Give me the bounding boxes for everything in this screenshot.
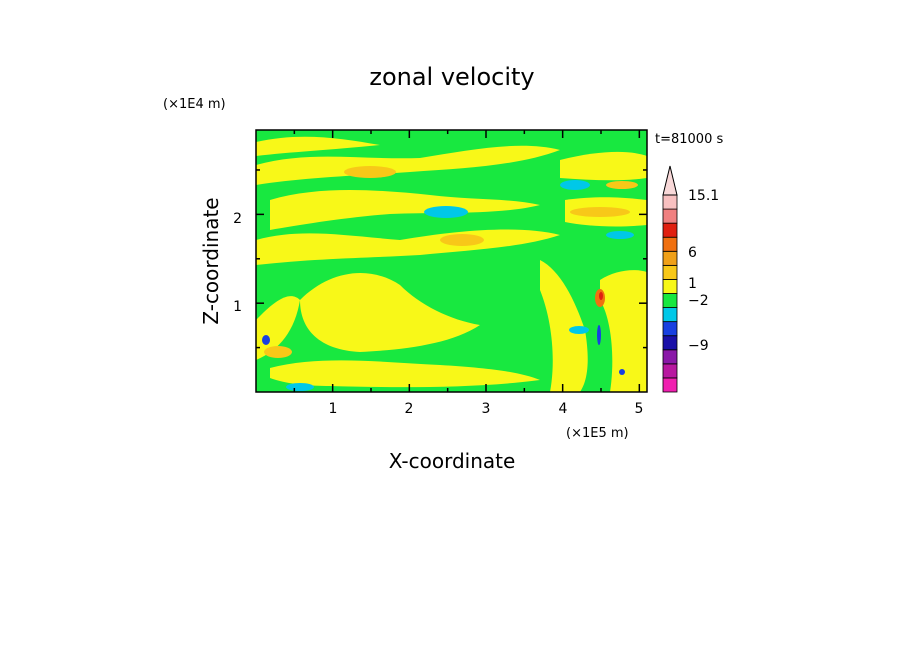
colorbar-swatch — [662, 208, 678, 224]
contour-band — [600, 270, 647, 392]
contour-band — [569, 326, 589, 334]
x-tick-label: 3 — [482, 401, 491, 417]
colorbar-swatch — [662, 363, 678, 379]
contour-band — [599, 292, 603, 300]
contour-band — [606, 181, 638, 189]
colorbar-extend-arrow — [662, 165, 678, 196]
contour-band — [424, 206, 468, 218]
contour-band — [270, 190, 540, 230]
contour-band — [344, 166, 396, 178]
x-tick-label: 1 — [329, 401, 338, 417]
x-tick-label: 4 — [559, 401, 568, 417]
x-tick-label: 2 — [405, 401, 414, 417]
colorbar-swatch — [662, 321, 678, 337]
x-tick-labels: 1 2 3 4 5 — [329, 401, 644, 417]
colorbar-swatch — [662, 349, 678, 365]
colorbar-swatch — [662, 335, 678, 351]
contour-band — [560, 180, 590, 190]
x-axis-label: X-coordinate — [389, 449, 516, 473]
contour-band — [597, 325, 601, 345]
chart-title: zonal velocity — [369, 63, 534, 91]
contour-band — [540, 260, 588, 392]
colorbar-swatch — [662, 222, 678, 238]
colorbar-swatch — [662, 377, 678, 393]
y-tick-label: 1 — [233, 299, 242, 315]
x-tick-label: 5 — [635, 401, 644, 417]
contour-band — [256, 145, 560, 185]
x-unit-label: (×1E5 m) — [566, 426, 629, 441]
colorbar-labels: 15.1 6 1 −2 −9 — [688, 188, 719, 354]
contour-band — [286, 383, 314, 391]
colorbar — [662, 165, 678, 393]
contour-band — [264, 346, 292, 358]
colorbar-label: −2 — [688, 293, 709, 309]
colorbar-swatch — [662, 279, 678, 294]
colorbar-label: −9 — [688, 338, 709, 354]
contour-band — [570, 207, 630, 217]
contour-band — [256, 229, 560, 265]
y-unit-label: (×1E4 m) — [163, 97, 226, 112]
colorbar-swatch — [662, 293, 678, 308]
colorbar-label: 15.1 — [688, 188, 719, 204]
contour-band — [300, 273, 480, 352]
y-tick-label: 2 — [233, 211, 242, 227]
colorbar-swatch — [662, 264, 678, 280]
plot-frame — [255, 129, 648, 393]
colorbar-label: 6 — [688, 245, 697, 261]
colorbar-label: 1 — [688, 276, 697, 292]
y-axis-label: Z-coordinate — [199, 197, 223, 324]
colorbar-swatch — [662, 194, 678, 210]
contour-band — [560, 151, 647, 181]
contour-band — [256, 136, 380, 156]
plot-area — [255, 129, 648, 393]
contour-band — [619, 369, 625, 375]
contour-band — [440, 234, 484, 246]
y-tick-labels: 1 2 — [233, 211, 242, 315]
axis-ticks — [256, 130, 647, 392]
colorbar-swatch — [662, 307, 678, 323]
time-label: t=81000 s — [655, 132, 723, 147]
colorbar-swatch — [662, 250, 678, 266]
contour-band — [606, 231, 634, 239]
contour-band — [262, 335, 270, 345]
colorbar-swatch — [662, 236, 678, 252]
contour-band — [270, 360, 540, 388]
